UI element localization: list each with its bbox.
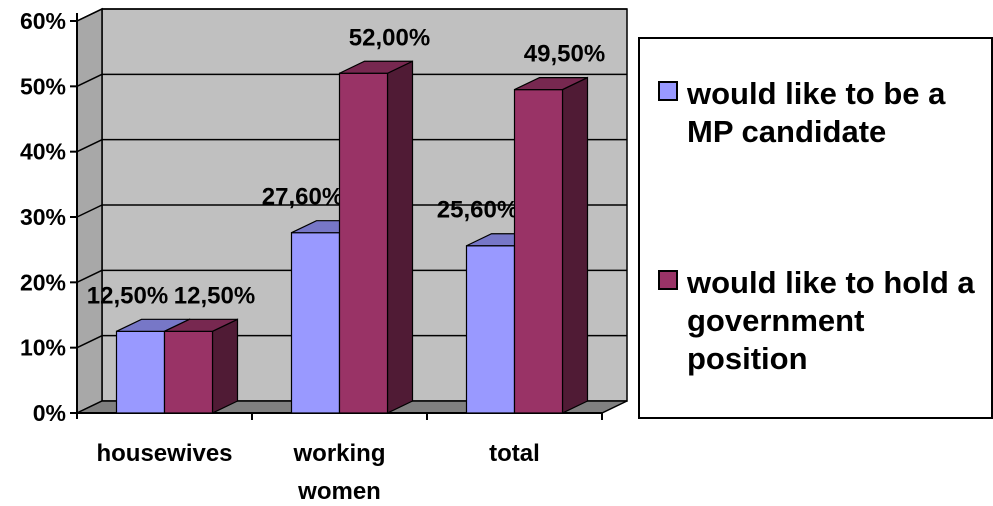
legend-label-government-position: would like to hold a government position — [687, 265, 975, 376]
bar-government-position-1-top — [339, 60, 413, 74]
bar-government-position-2-side — [561, 76, 589, 414]
bar-government-position-0-side — [211, 318, 239, 414]
y-tick-label: 10% — [20, 335, 66, 361]
legend-swatch-mp-candidate — [658, 81, 678, 101]
data-label-government-position-2: 49,50% — [524, 41, 605, 68]
legend-item-government-position: would like to hold a government position — [658, 264, 987, 378]
y-tick-label: 60% — [20, 8, 66, 34]
legend-swatch-government-position — [658, 270, 678, 290]
y-tick-label: 50% — [20, 73, 66, 99]
gridline-side — [76, 8, 103, 22]
data-label-government-position-1: 52,00% — [349, 24, 430, 51]
chart-legend: would like to be a MP candidate would li… — [638, 37, 993, 419]
bar-government-position-1-side — [386, 60, 414, 414]
data-label-mp-candidate-1: 27,60% — [262, 184, 343, 211]
gridline-side — [76, 334, 103, 349]
gridline-side — [76, 138, 103, 153]
bar-government-position-1 — [338, 72, 389, 414]
bar-government-position-2 — [513, 88, 564, 414]
bar-mp-candidate-0 — [115, 330, 166, 414]
data-label-government-position-0: 12,50% — [174, 282, 255, 309]
gridline-side — [76, 269, 103, 284]
bar-mp-candidate-1 — [290, 232, 341, 414]
gridline-side — [76, 73, 103, 88]
y-tick-label: 30% — [20, 204, 66, 230]
bar-mp-candidate-2 — [465, 245, 516, 414]
bar-government-position-2-top — [514, 76, 588, 91]
legend-label-mp-candidate: would like to be a MP candidate — [687, 76, 946, 149]
bar-government-position-0-top — [164, 318, 238, 332]
y-tick-label: 20% — [20, 269, 66, 295]
y-tick-label: 40% — [20, 139, 66, 165]
gridline-side — [76, 204, 103, 218]
x-tick-label: working women — [292, 440, 385, 505]
bar-government-position-0 — [163, 330, 214, 414]
data-label-mp-candidate-0: 12,50% — [87, 282, 168, 309]
x-tick-label: total — [489, 440, 540, 467]
x-tick-label: housewives — [96, 440, 232, 467]
legend-item-mp-candidate: would like to be a MP candidate — [658, 75, 987, 151]
data-label-mp-candidate-2: 25,60% — [437, 197, 518, 224]
y-tick-label: 0% — [33, 400, 66, 426]
